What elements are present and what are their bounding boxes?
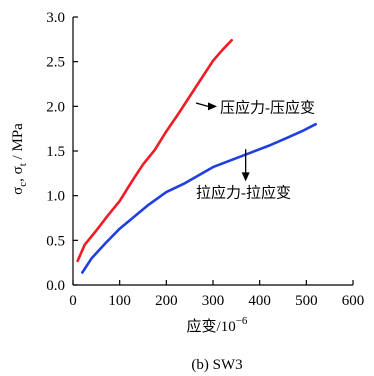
series-group <box>76 38 317 274</box>
y-tick-label: 0.5 <box>46 233 65 249</box>
y-tick-label: 2.0 <box>46 99 65 115</box>
y-axis-title-sigma-c: σ <box>10 187 26 195</box>
y-tick-label: 3.0 <box>46 10 65 26</box>
annotation-arrowhead-compression <box>208 102 217 111</box>
x-tick-label: 600 <box>342 293 365 309</box>
x-tick-label: 300 <box>202 293 225 309</box>
x-axis-title: 应变/10−6 <box>187 315 248 335</box>
x-axis-title-exponent: −6 <box>236 315 248 327</box>
x-axis-ticks: 0 100 200 300 400 500 600 <box>69 280 364 309</box>
y-axis-title-sub-c: c <box>17 182 29 187</box>
annotation-arrow-compression <box>195 102 209 107</box>
y-axis-title-sep: , σ <box>10 166 26 182</box>
x-axis-title-text: 应变/10 <box>187 317 236 335</box>
annotation-label-compression: 压应力-压应变 <box>220 98 315 116</box>
x-tick-label: 0 <box>69 293 77 309</box>
series-line-compression <box>76 38 233 263</box>
y-tick-label: 1.5 <box>46 144 65 160</box>
y-axis-ticks: 0.0 0.5 1.0 1.5 2.0 2.5 3.0 <box>46 10 78 294</box>
y-tick-label: 2.5 <box>46 55 65 71</box>
y-axis-title-unit: / MPa <box>10 123 26 163</box>
y-axis-title: σc, σt / MPa <box>10 123 29 195</box>
x-tick-label: 500 <box>295 293 318 309</box>
y-tick-label: 1.0 <box>46 189 65 205</box>
x-tick-label: 200 <box>155 293 178 309</box>
y-tick-label: 0.0 <box>46 278 65 294</box>
annotation-label-tension: 拉应力-拉应变 <box>196 183 291 201</box>
annotation-arrowhead-tension <box>241 172 250 182</box>
x-tick-label: 100 <box>108 293 131 309</box>
y-axis-title-sub-t: t <box>17 163 29 166</box>
series-line-tension <box>81 122 317 274</box>
x-tick-label: 400 <box>248 293 271 309</box>
figure-caption: (b) SW3 <box>191 357 242 373</box>
